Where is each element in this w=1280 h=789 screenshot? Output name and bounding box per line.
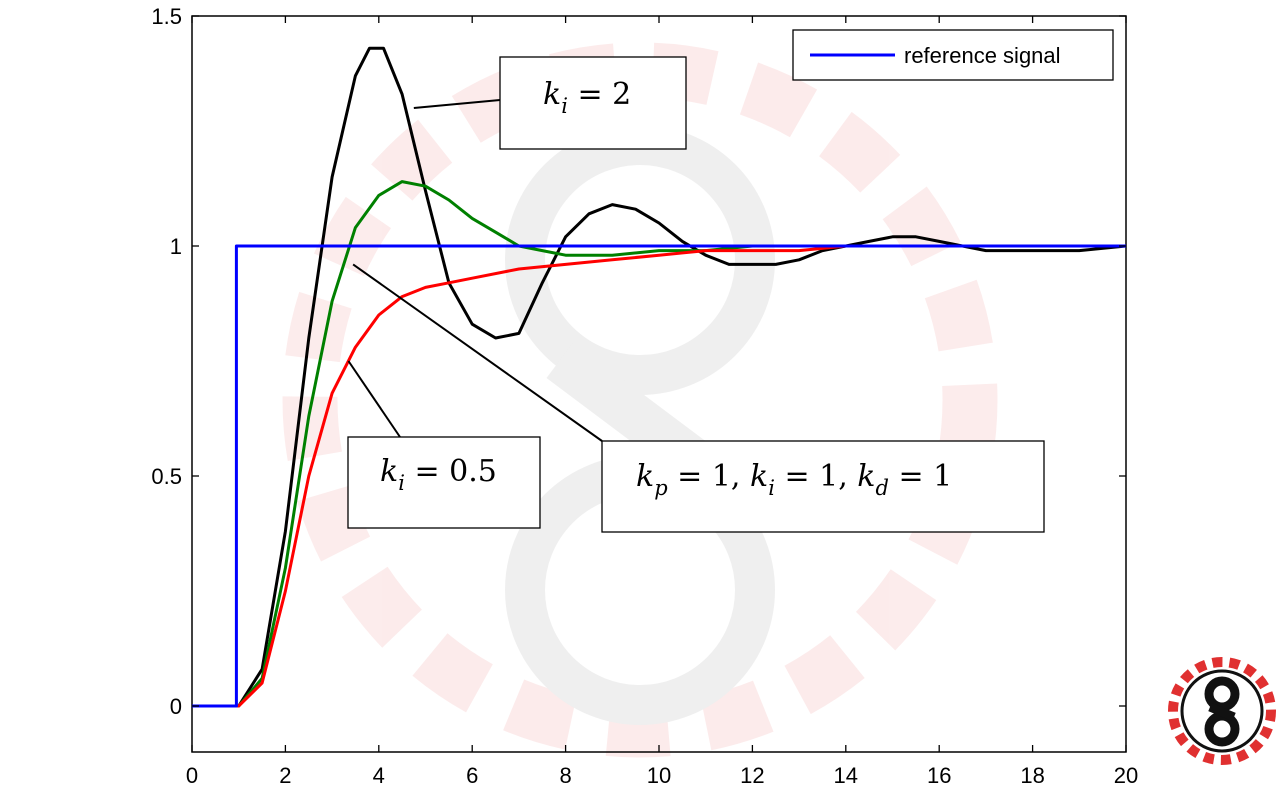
subscript: p bbox=[654, 476, 667, 500]
x-tick-label: 14 bbox=[834, 763, 858, 788]
annotations: ki = 2ki = 0.5 kp = 1, ki = 1, kd = 1 bbox=[347, 56, 1045, 533]
annotation-part: = 1 bbox=[889, 459, 952, 494]
annotation-part: k bbox=[857, 459, 875, 494]
x-tick-label: 0 bbox=[186, 763, 198, 788]
annotation-leader-ki05 bbox=[347, 360, 401, 438]
legend-label-reference: reference signal bbox=[904, 43, 1061, 68]
series-layer bbox=[192, 46, 1127, 708]
annotation-box-kpid bbox=[601, 440, 1045, 533]
x-tick-label: 4 bbox=[373, 763, 385, 788]
y-tick-label: 0 bbox=[170, 694, 182, 719]
annotation-text-kpid: kp = 1, ki = 1, kd = 1 bbox=[636, 459, 952, 500]
annotation-leader-ki2 bbox=[413, 99, 501, 109]
annotation-leader-kpid bbox=[352, 263, 603, 442]
annotation-part: = 1, bbox=[775, 459, 857, 494]
axes: 0 2 4 6 8 10 12 14 16 18 20 0 0.5 1 1.5 bbox=[151, 4, 1138, 788]
subscript: i bbox=[768, 476, 775, 500]
annotation-text-ki05: ki = 0.5 bbox=[380, 454, 497, 495]
x-tick-label: 20 bbox=[1114, 763, 1138, 788]
annotation-box-ki05 bbox=[347, 436, 541, 529]
gear-logo-icon bbox=[1168, 657, 1276, 765]
y-tick-label: 0.5 bbox=[151, 464, 182, 489]
annotation-part: = 0.5 bbox=[405, 454, 497, 489]
y-tick-label: 1.5 bbox=[151, 4, 182, 29]
annotation-part: k bbox=[750, 459, 768, 494]
x-tick-label: 2 bbox=[279, 763, 291, 788]
annotation-part: k bbox=[636, 459, 654, 494]
x-tick-label: 18 bbox=[1020, 763, 1044, 788]
x-tick-label: 8 bbox=[559, 763, 571, 788]
subscript: i bbox=[398, 471, 405, 495]
watermark bbox=[282, 42, 998, 758]
subscript: d bbox=[875, 476, 888, 500]
annotation-part: = 1, bbox=[668, 459, 750, 494]
annotation-part: = 2 bbox=[568, 77, 631, 112]
y-tick-label: 1 bbox=[170, 234, 182, 259]
series-line-1 bbox=[192, 46, 1127, 708]
subscript: i bbox=[561, 94, 568, 118]
x-tick-label: 6 bbox=[466, 763, 478, 788]
legend: reference signal bbox=[792, 29, 1114, 81]
annotation-text-ki2: ki = 2 bbox=[543, 77, 631, 118]
annotation-part: k bbox=[380, 454, 398, 489]
annotation-part: k bbox=[543, 77, 561, 112]
x-tick-label: 12 bbox=[740, 763, 764, 788]
x-tick-label: 16 bbox=[927, 763, 951, 788]
x-tick-label: 10 bbox=[647, 763, 671, 788]
annotation-box-ki2 bbox=[499, 56, 687, 150]
series-line-0 bbox=[192, 244, 1126, 708]
